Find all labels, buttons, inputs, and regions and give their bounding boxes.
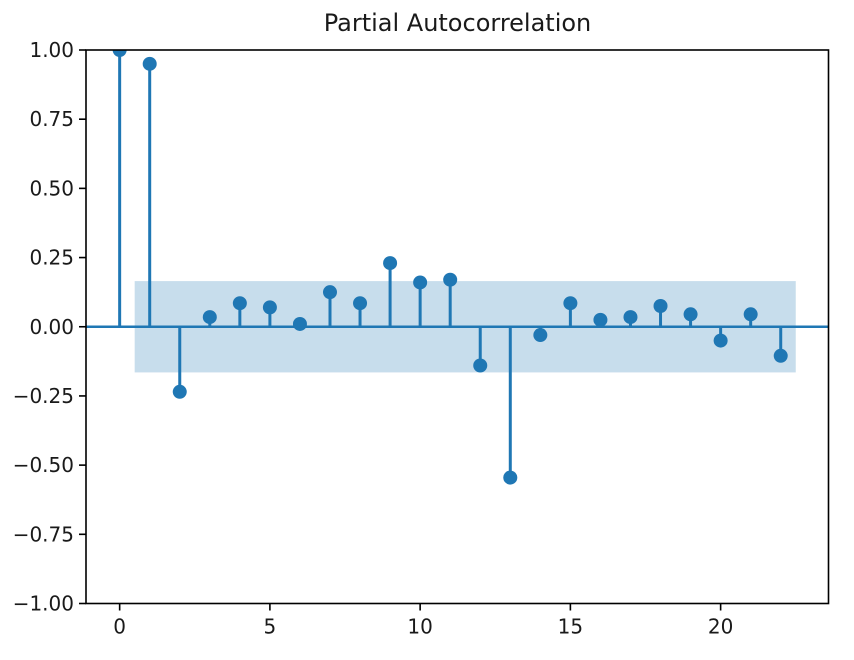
stem-marker xyxy=(773,348,788,363)
stem-marker xyxy=(383,256,398,271)
stem-marker xyxy=(112,50,127,57)
x-tick-label: 5 xyxy=(264,615,277,639)
y-tick-label: −0.50 xyxy=(13,453,74,477)
stem-marker xyxy=(713,333,728,348)
x-tick-label: 20 xyxy=(708,615,733,639)
y-tick-label: 0.50 xyxy=(29,176,74,200)
stem-marker xyxy=(172,384,187,399)
x-tick-label: 10 xyxy=(407,615,432,639)
stem-marker xyxy=(262,300,277,315)
x-tick-label: 0 xyxy=(113,615,126,639)
y-tick-label: −0.75 xyxy=(13,522,74,546)
chart-title: Partial Autocorrelation xyxy=(323,9,592,37)
stem-marker xyxy=(503,470,518,485)
stem-marker xyxy=(743,307,758,322)
stem-marker xyxy=(292,316,307,331)
y-tick-label: −0.25 xyxy=(13,384,74,408)
stem-marker xyxy=(232,296,247,311)
y-tick-label: 0.00 xyxy=(29,315,74,339)
stem-marker xyxy=(683,307,698,322)
stem-marker xyxy=(202,310,217,325)
stem-marker xyxy=(353,296,368,311)
stem-marker xyxy=(593,312,608,327)
y-tick-label: 1.00 xyxy=(29,38,74,62)
stem-marker xyxy=(142,56,157,71)
stem-marker xyxy=(322,285,337,300)
stem-marker xyxy=(473,358,488,373)
x-tick-label: 15 xyxy=(558,615,583,639)
stem-marker xyxy=(413,275,428,290)
stem-marker xyxy=(653,298,668,313)
stem-marker xyxy=(623,310,638,325)
y-tick-label: −1.00 xyxy=(13,592,74,616)
stem-marker xyxy=(533,328,548,343)
stem-marker xyxy=(563,296,578,311)
stem-marker xyxy=(443,272,458,287)
y-tick-label: 0.25 xyxy=(29,246,74,270)
stem-series xyxy=(86,50,829,485)
y-tick-label: 0.75 xyxy=(29,107,74,131)
